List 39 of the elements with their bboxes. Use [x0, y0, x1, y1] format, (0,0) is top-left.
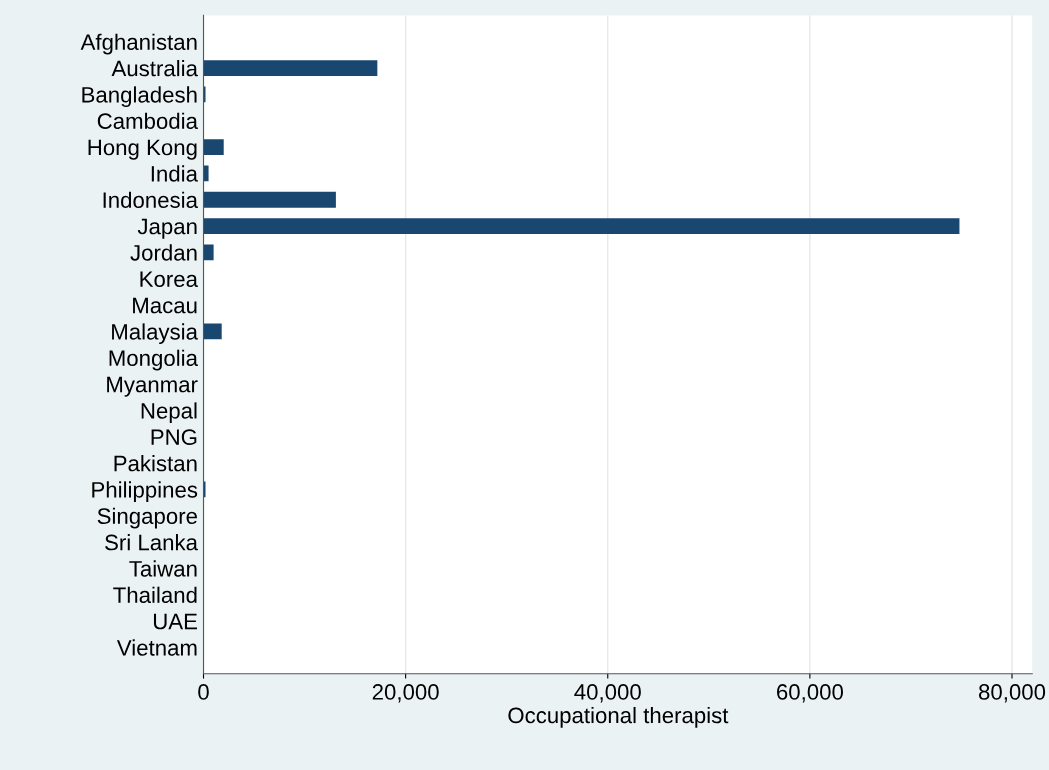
y-tick-label: Malaysia	[112, 323, 198, 345]
y-tick-label: Myanmar	[107, 376, 198, 397]
y-tick-label: Bangladesh	[82, 86, 197, 108]
y-tick-label: Cambodia	[97, 112, 198, 130]
bar	[203, 139, 224, 155]
y-tick-label: Sri Lanka	[105, 534, 198, 551]
x-tick-label: 20,000	[372, 684, 439, 703]
y-tick-label: Australia	[111, 60, 198, 77]
y-tick-label: Afghanistan	[80, 33, 197, 55]
bar	[203, 323, 222, 340]
y-tick-label: Taiwan	[129, 560, 197, 577]
x-axis-title: Occupational therapist	[508, 706, 729, 728]
bar	[203, 165, 209, 182]
y-tick-label: Hong Kong	[88, 139, 197, 160]
y-tick-label: Jordan	[130, 244, 197, 261]
y-tick-label: Mongolia	[109, 349, 198, 371]
bar	[203, 481, 206, 498]
y-tick-label: Indonesia	[103, 191, 198, 209]
y-tick-label: UAE	[153, 613, 197, 630]
x-tick-label: 60,000	[777, 684, 843, 703]
y-tick-label: PNG	[151, 429, 197, 446]
x-tick-label: 40,000	[574, 684, 641, 703]
x-tick-label: 80,000	[978, 684, 1046, 703]
bar	[203, 244, 214, 261]
y-tick-label: Korea	[140, 271, 198, 288]
bar	[203, 60, 378, 76]
y-tick-label: Philippines	[92, 481, 198, 503]
y-tick-label: Macau	[133, 297, 197, 314]
y-tick-label: Thailand	[113, 586, 197, 604]
x-tick-label: 0	[198, 684, 209, 700]
bar	[203, 191, 336, 208]
y-tick-label: Pakistan	[114, 455, 197, 472]
y-tick-label: Vietnam	[116, 639, 197, 656]
bar	[203, 86, 206, 103]
y-tick-label: India	[151, 165, 198, 182]
y-tick-label: Japan	[137, 218, 197, 239]
y-tick-label: Singapore	[97, 507, 197, 529]
y-tick-label: Nepal	[141, 402, 197, 424]
bar	[203, 218, 960, 234]
